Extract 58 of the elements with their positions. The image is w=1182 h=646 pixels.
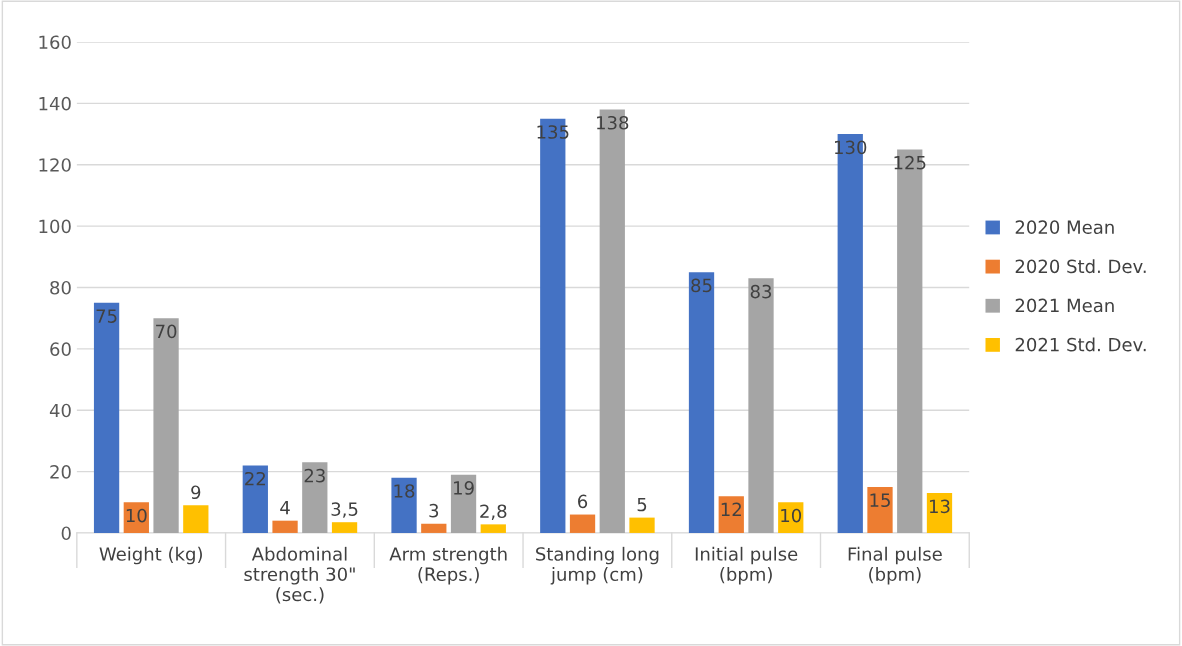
y-tick-label: 40 [49,403,71,418]
data-label: 9 [191,485,201,500]
data-label: 22 [245,471,265,486]
data-label: 3 [429,503,439,518]
bar [569,514,596,533]
y-tick-label: 120 [39,158,71,172]
data-label: 83 [750,284,772,299]
y-tick-label: 60 [50,342,71,356]
bar [629,517,655,533]
bar [718,496,744,533]
legend-label: 2021 Mean [1015,298,1114,313]
data-label: 85 [691,278,712,293]
data-label: 75 [96,309,117,323]
y-tick-label: 100 [39,219,71,234]
legend-label: 2020 Std. Dev. [1015,259,1146,274]
data-label: 3,5 [331,502,358,518]
data-label: 19 [454,481,474,495]
y-tick-label: 140 [39,96,71,111]
data-label: 4 [280,500,290,515]
bar [331,522,358,533]
bar [302,462,328,533]
data-label: 13 [929,499,950,514]
x-tick-label: Standing long jump (cm) [536,546,659,585]
data-label: 6 [578,494,588,509]
data-label: 2,8 [480,504,507,520]
bar [867,486,893,533]
data-label: 70 [156,324,177,339]
bar [480,524,506,533]
bar [421,523,447,533]
bar [926,493,953,533]
bar [391,477,417,533]
y-tick-label: 20 [50,465,71,479]
x-tick-label: Final pulse (bpm) [848,546,942,585]
data-label: 23 [304,468,325,483]
data-label: 15 [870,493,890,508]
bar [688,272,715,533]
x-tick-label: Initial pulse (bpm) [695,546,798,585]
data-label: 10 [126,508,147,523]
x-tick-label: Weight (kg) [99,546,202,565]
legend-label: 2021 Std. Dev. [1015,337,1146,352]
data-label: 12 [721,502,741,516]
bar [450,474,477,533]
x-tick-label: Arm strength (Reps.) [389,546,507,585]
bar [153,318,179,533]
bar [272,520,298,533]
x-tick-label: Abdominal strength 30" (sec.) [244,546,355,604]
data-label: 18 [394,484,415,498]
data-label: 125 [894,155,926,170]
y-tick-label: 0 [61,526,71,541]
y-tick-label: 80 [50,280,71,295]
bar [183,505,209,533]
data-label: 10 [781,508,802,523]
bar [748,278,774,533]
data-label: 5 [637,497,647,512]
y-tick-label: 160 [39,35,71,50]
legend-label: 2020 Mean [1015,220,1114,234]
bar [93,302,120,533]
bar [242,465,268,533]
